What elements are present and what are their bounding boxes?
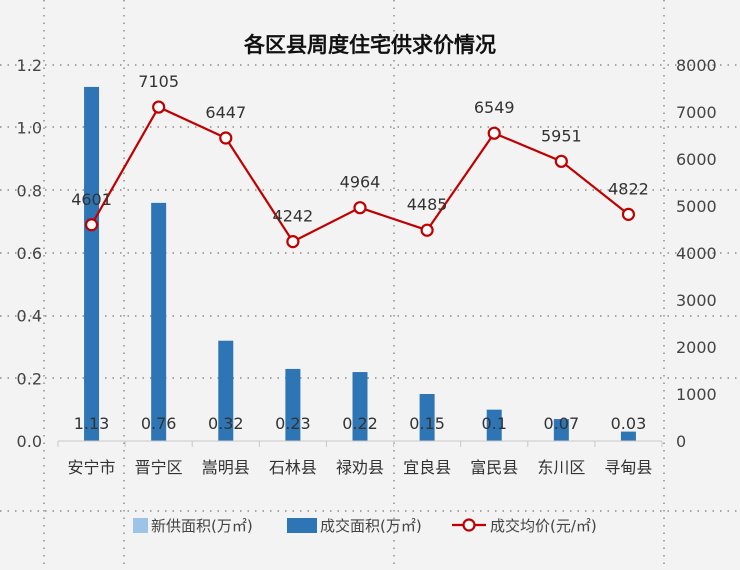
price-marker	[487, 126, 501, 140]
price-data-label: 4485	[407, 195, 448, 214]
bar-data-label: 0.07	[544, 414, 580, 433]
price-data-label: 7105	[138, 72, 179, 91]
legend-label-supply: 新供面积(万㎡)	[151, 517, 253, 535]
y-right-tick-label: 4000	[676, 244, 717, 263]
deal-area-bar	[151, 202, 167, 441]
x-axis: 安宁市 晋宁区 嵩明县 石林县 禄劝县 宜良县 富民县 东川区 寻甸县	[57, 440, 663, 477]
y-left-tick-label: 0.8	[17, 181, 42, 200]
bar-data-label: 0.32	[208, 414, 244, 433]
x-category-label: 晋宁区	[135, 458, 183, 477]
bar-data-label: 1.13	[74, 414, 110, 433]
price-data-label: 4822	[608, 179, 649, 198]
x-category-label: 寻甸县	[604, 458, 652, 477]
price-marker	[621, 207, 636, 221]
price-marker	[152, 100, 166, 114]
y-left-tick-label: 1.0	[17, 119, 42, 138]
y-right-tick-label: 0	[676, 432, 686, 451]
y-right-tick-label: 2000	[676, 338, 717, 357]
bar-data-label: 0.76	[141, 414, 177, 433]
deal-area-bar	[486, 409, 502, 441]
bar-data-label: 0.1	[481, 414, 506, 433]
deal-area-bar	[84, 86, 100, 441]
price-marker	[353, 201, 367, 215]
y-right-tick-label: 6000	[676, 150, 717, 169]
price-marker	[554, 154, 568, 168]
x-category-label: 嵩明县	[202, 458, 250, 477]
bar-data-label: 0.23	[275, 414, 311, 433]
bars	[84, 86, 636, 441]
y-left-tick-label: 0.0	[17, 432, 42, 451]
price-data-label: 4964	[340, 173, 381, 192]
price-data-label: 5951	[541, 126, 582, 145]
deal-area-bar	[218, 340, 234, 441]
deal-area-bar	[419, 394, 435, 441]
x-category-label: 禄劝县	[336, 458, 384, 477]
x-category-label: 安宁市	[68, 458, 116, 477]
price-data-label: 6549	[474, 98, 515, 117]
bar-labels: 1.13 0.76 0.32 0.23 0.22 0.15 0.1 0.07 0.03	[74, 414, 647, 433]
y-right-tick-label: 3000	[676, 291, 717, 310]
price-marker	[286, 235, 300, 249]
bar-data-label: 0.22	[342, 414, 378, 433]
price-labels: 4601 7105 6447 4242 4964 4485 6549 5951 4822	[71, 72, 649, 226]
price-data-label: 6447	[205, 103, 246, 122]
chart-title: 各区县周度住宅供求价情况	[243, 33, 496, 57]
deal-area-bar	[620, 431, 636, 441]
deal-area-bar	[553, 419, 569, 441]
y-left-tick-label: 1.2	[17, 56, 42, 75]
legend-swatch-price-marker	[462, 518, 476, 532]
legend: 新供面积(万㎡) 成交面积(万㎡) 成交均价(元/㎡)	[133, 517, 597, 535]
y-left-tick-label: 0.6	[17, 244, 42, 263]
y-left-tick-label: 0.2	[17, 369, 42, 388]
x-category-label: 石林县	[269, 458, 317, 477]
legend-swatch-deal	[287, 518, 317, 533]
y-right-tick-label: 5000	[676, 197, 717, 216]
price-marker	[219, 131, 233, 145]
price-data-label: 4242	[273, 207, 314, 226]
legend-label-deal: 成交面积(万㎡)	[320, 517, 422, 535]
deal-area-bar	[285, 368, 301, 441]
price-marker	[84, 218, 99, 232]
y-right-tick-label: 1000	[676, 385, 717, 404]
legend-swatch-supply	[133, 518, 148, 533]
price-line	[84, 100, 636, 249]
x-category-label: 东川区	[537, 458, 585, 477]
right-axis: 0 1000 2000 3000 4000 5000 6000 7000 8000	[676, 56, 717, 451]
bar-data-label: 0.15	[409, 414, 445, 433]
x-category-label: 富民县	[470, 458, 518, 477]
y-right-tick-label: 8000	[676, 56, 717, 75]
legend-label-price: 成交均价(元/㎡)	[490, 517, 597, 535]
y-right-tick-label: 7000	[676, 103, 717, 122]
price-data-label: 4601	[71, 190, 112, 209]
deal-area-bar	[352, 372, 368, 441]
left-axis: 0.0 0.2 0.4 0.6 0.8 1.0 1.2	[17, 56, 42, 451]
x-category-label: 宜良县	[403, 458, 451, 477]
bar-data-label: 0.03	[611, 414, 647, 433]
y-left-tick-label: 0.4	[17, 307, 42, 326]
price-marker	[420, 223, 434, 237]
